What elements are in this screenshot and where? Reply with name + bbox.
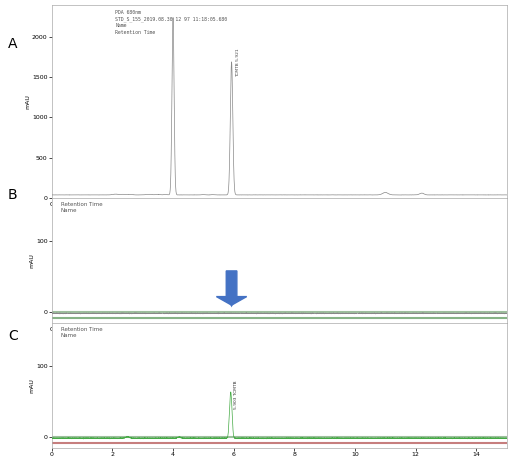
Text: Retention Time
Name: Retention Time Name xyxy=(61,327,102,338)
Text: TCMTB 5.921: TCMTB 5.921 xyxy=(236,48,240,77)
Text: PDA 680nm
STD_S_155_2019.08.30 12 97 11:18:05.680
Name
Retention Time: PDA 680nm STD_S_155_2019.08.30 12 97 11:… xyxy=(115,11,227,35)
Text: Minutes: Minutes xyxy=(406,213,428,218)
Text: 5.903 TCMTB: 5.903 TCMTB xyxy=(234,381,238,409)
Text: Retention Time
Name: Retention Time Name xyxy=(61,202,102,213)
Y-axis label: mAU: mAU xyxy=(25,94,31,109)
Text: A: A xyxy=(8,37,17,51)
Y-axis label: mAU: mAU xyxy=(29,378,35,393)
Text: B: B xyxy=(8,188,18,202)
X-axis label: Minutes: Minutes xyxy=(267,334,292,339)
FancyArrow shape xyxy=(217,271,247,305)
Text: C: C xyxy=(8,329,18,344)
Y-axis label: mAU: mAU xyxy=(29,253,35,268)
